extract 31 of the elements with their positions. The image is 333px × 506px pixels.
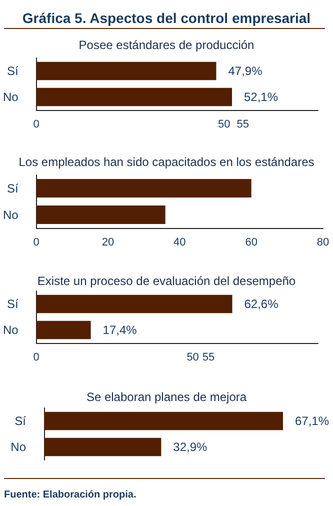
x-tick-label: 0 <box>33 236 40 248</box>
x-tick-label: 55 <box>236 118 250 130</box>
y-tick-label: Sí <box>6 297 19 311</box>
x-tick-label: 60 <box>245 236 258 248</box>
y-tick-label: Sí <box>6 64 19 78</box>
data-label: 62,6% <box>244 297 279 311</box>
data-label: 32,9% <box>173 440 208 454</box>
y-tick-label: No <box>2 208 19 222</box>
y-tick-label: Sí <box>6 181 19 196</box>
data-label: 52,1% <box>244 90 278 104</box>
x-tick-label: 20 <box>102 236 114 248</box>
chart-subtitle: Posee estándares de producción <box>78 38 254 52</box>
data-label: 17,4% <box>102 323 138 337</box>
chart-title: Gráfica 5. Aspectos del control empresarial <box>22 10 311 26</box>
y-tick-label: No <box>2 90 19 104</box>
x-tick-label: 40 <box>174 236 186 248</box>
x-tick-label: 0 <box>33 118 40 130</box>
data-label: 67,1% <box>295 414 330 428</box>
chart-title: Existe un proceso de evaluación del desempeño <box>37 274 296 288</box>
chart-title: Los empleados han sido capacitados en los estándares <box>18 155 314 169</box>
chart-title: Se elaboran planes de mejora <box>86 390 247 404</box>
data-label: 47,9% <box>228 64 263 78</box>
x-tick-label: 50 <box>186 352 199 364</box>
y-tick-label: No <box>10 440 26 454</box>
source-note: Fuente: Elaboración propia. <box>4 490 136 500</box>
y-tick-label: No <box>2 323 19 337</box>
y-tick-label: Sí <box>14 414 27 428</box>
x-tick-label: 0 <box>33 352 40 364</box>
x-tick-label: 55 <box>202 352 215 364</box>
x-tick-label: 50 <box>218 118 230 130</box>
x-tick-label: 80 <box>316 236 330 248</box>
